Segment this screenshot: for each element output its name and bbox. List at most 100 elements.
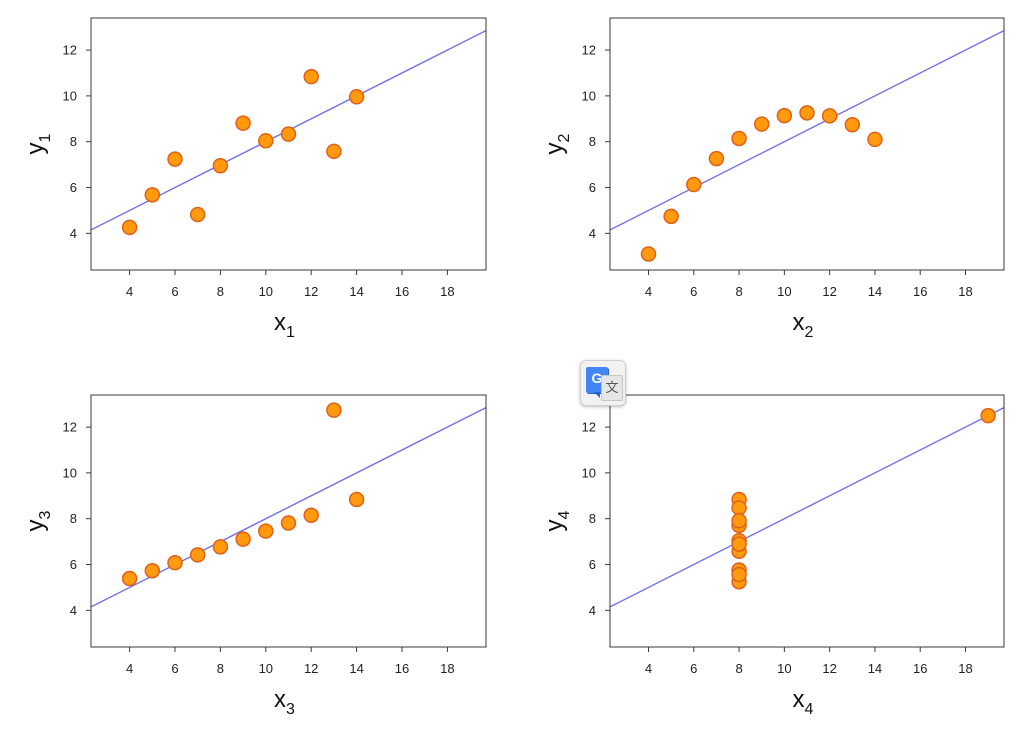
y-tick-label: 4 [589,603,596,618]
x-tick-label: 16 [913,284,927,299]
data-point [280,126,297,142]
data-point [776,107,793,124]
data-point [844,117,861,133]
data-point [326,143,342,160]
x-axis-label-4: x4 [793,686,814,718]
x-tick-label: 8 [217,661,224,676]
x-tick-label: 14 [868,284,882,299]
y-tick-label: 12 [63,43,77,58]
data-point [731,130,747,147]
y-tick-label: 4 [70,226,77,241]
y-axis-label-main: y [541,142,568,154]
x-axis-label-3: x3 [274,686,295,718]
x-axis-label-subscript: 4 [805,701,814,718]
x-tick-label: 16 [395,661,409,676]
y-tick-label: 6 [589,180,596,195]
data-point [731,500,747,516]
x-tick-label: 12 [304,284,318,299]
data-point [121,570,138,587]
data-point [348,89,365,105]
y-axis-label-subscript: 4 [556,510,573,519]
y-tick-label: 8 [589,511,596,526]
data-point [348,491,365,508]
x-tick-label: 8 [735,661,742,676]
x-axis-label-main: x [793,686,805,713]
x-tick-label: 16 [913,661,927,676]
y-axis-label-main: y [541,519,568,531]
data-point [258,523,274,539]
y-tick-label: 8 [70,134,77,149]
y-axis-label-subscript: 3 [37,510,54,519]
y-axis-label-main: y [22,519,49,531]
data-point [189,547,206,563]
x-axis-label-subscript: 1 [286,324,295,341]
x-tick-label: 16 [395,284,409,299]
data-point [753,116,770,132]
y-axis-label-2: y2 [541,133,573,154]
plot-frame-3 [90,394,487,648]
data-point [708,150,725,167]
x-tick-label: 6 [171,284,178,299]
data-point [821,108,838,124]
x-tick-label: 10 [777,284,791,299]
y-tick-label: 12 [582,420,596,435]
data-point [258,133,274,149]
x-tick-label: 8 [217,284,224,299]
y-axis-label-3: y3 [22,510,54,531]
y-tick-label: 6 [589,557,596,572]
x-tick-label: 4 [126,284,133,299]
data-point [980,407,996,424]
regression-line-2 [610,29,1004,231]
y-tick-label: 10 [63,88,77,103]
x-axis-label-subscript: 3 [286,701,295,718]
x-axis-label-1: x1 [274,309,295,341]
plot-frame-1 [90,17,487,271]
x-tick-label: 6 [171,661,178,676]
y-tick-label: 12 [582,43,596,58]
y-tick-label: 10 [63,465,77,480]
x-tick-label: 12 [822,661,836,676]
data-point [167,554,183,571]
data-point [731,536,747,552]
x-tick-label: 6 [690,661,697,676]
data-point [731,566,747,583]
data-point [167,151,183,167]
data-point [640,246,657,262]
data-point [212,539,229,555]
y-axis-label-subscript: 2 [556,133,573,142]
x-tick-label: 18 [440,661,454,676]
x-axis-label-2: x2 [793,309,814,341]
google-translate-button[interactable]: G 文 [580,360,626,406]
data-point [686,176,702,193]
x-tick-label: 10 [259,661,273,676]
data-point [280,515,297,531]
x-tick-label: 4 [645,661,652,676]
data-point [303,507,319,524]
data-point [663,208,679,225]
data-point [121,219,138,236]
y-tick-label: 6 [70,557,77,572]
data-point [867,131,883,148]
y-axis-label-1: y1 [22,133,54,154]
data-point [144,187,161,203]
x-tick-label: 18 [958,284,972,299]
x-tick-label: 18 [958,661,972,676]
y-tick-label: 12 [63,420,77,435]
x-tick-label: 18 [440,284,454,299]
x-axis-label-main: x [274,686,286,713]
x-tick-label: 10 [259,284,273,299]
data-point [189,206,206,223]
x-tick-label: 8 [735,284,742,299]
y-tick-label: 4 [589,226,596,241]
x-axis-label-main: x [793,309,805,336]
data-point [144,562,161,579]
y-axis-label-main: y [22,142,49,154]
x-tick-label: 6 [690,284,697,299]
plot-frame-2 [609,17,1005,271]
x-tick-label: 14 [868,661,882,676]
data-point [212,158,229,174]
